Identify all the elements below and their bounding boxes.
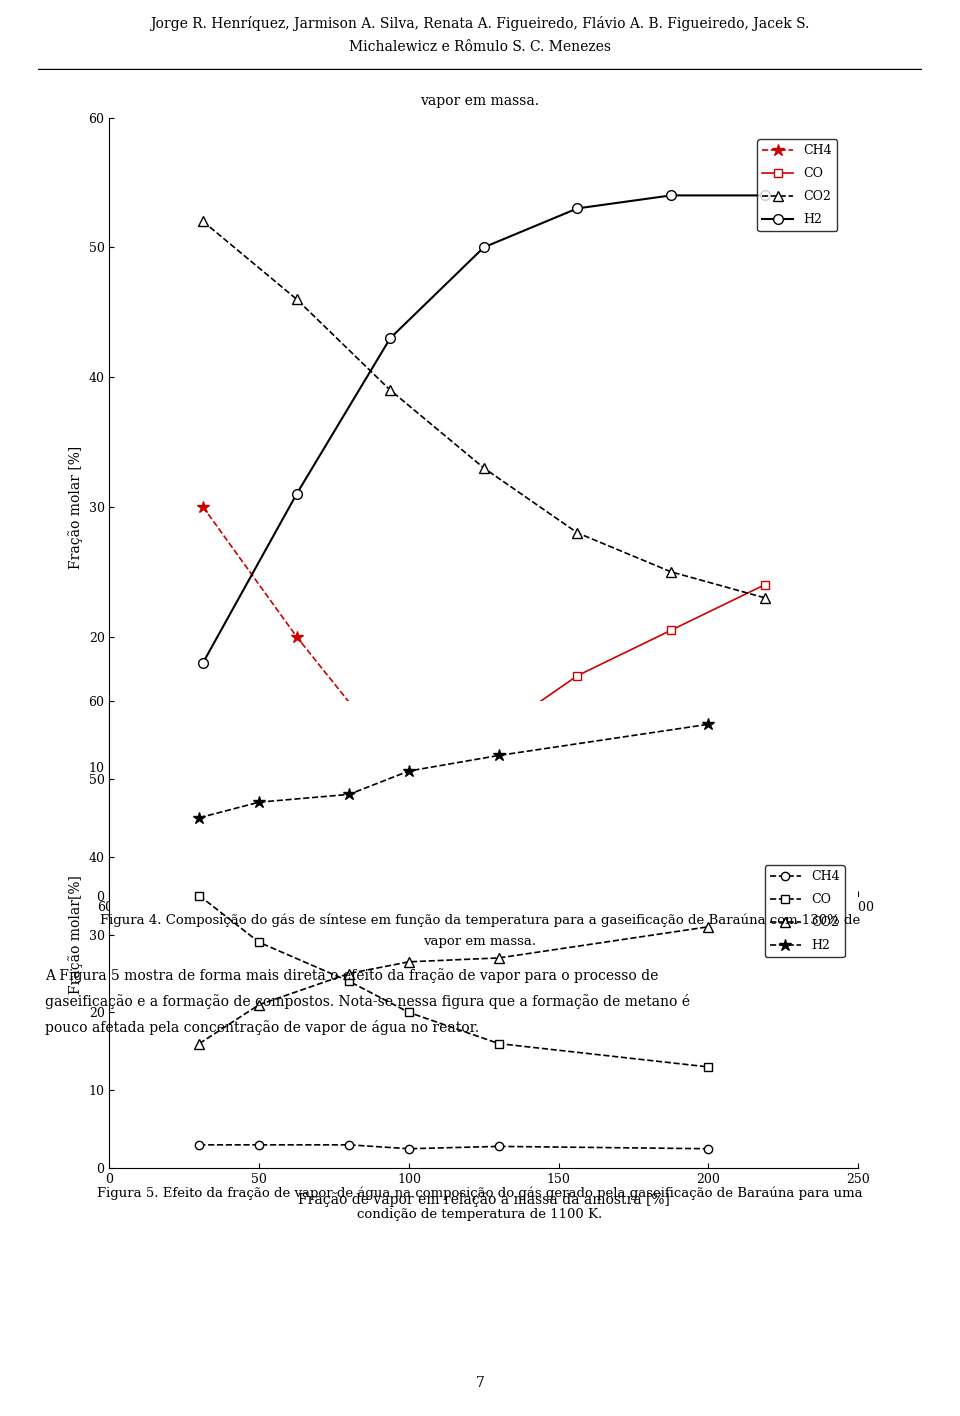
Legend: CH4, CO, CO2, H2: CH4, CO, CO2, H2 <box>764 865 845 957</box>
Y-axis label: Fração molar [%]: Fração molar [%] <box>68 445 83 569</box>
Text: gaseificação e a formação de compostos. Nota-se nessa figura que a formação de m: gaseificação e a formação de compostos. … <box>45 994 690 1010</box>
Legend: CH4, CO, CO2, H2: CH4, CO, CO2, H2 <box>757 139 837 231</box>
Text: pouco afetada pela concentração de vapor de água no reator.: pouco afetada pela concentração de vapor… <box>45 1020 479 1035</box>
Text: 7: 7 <box>475 1376 485 1391</box>
X-axis label: Temperatura [K]: Temperatura [K] <box>425 920 542 933</box>
Text: Michalewicz e Rômulo S. C. Menezes: Michalewicz e Rômulo S. C. Menezes <box>349 40 611 54</box>
Y-axis label: Fração molar[%]: Fração molar[%] <box>68 875 83 994</box>
Text: Jorge R. Henríquez, Jarmison A. Silva, Renata A. Figueiredo, Flávio A. B. Figuei: Jorge R. Henríquez, Jarmison A. Silva, R… <box>151 16 809 31</box>
Text: condição de temperatura de 1100 K.: condição de temperatura de 1100 K. <box>357 1208 603 1221</box>
Text: A Figura 5 mostra de forma mais direta o efeito da fração de vapor para o proces: A Figura 5 mostra de forma mais direta o… <box>45 969 659 984</box>
X-axis label: Fração de vapor em relação à massa da amostra [%]: Fração de vapor em relação à massa da am… <box>298 1192 670 1206</box>
Text: vapor em massa.: vapor em massa. <box>423 935 537 947</box>
Text: Figura 5. Efeito da fração de vapor de água na composição do gás gerado pela gas: Figura 5. Efeito da fração de vapor de á… <box>97 1187 863 1201</box>
Text: Figura 4. Composição do gás de síntese em função da temperatura para a gaseifica: Figura 4. Composição do gás de síntese e… <box>100 913 860 927</box>
Text: vapor em massa.: vapor em massa. <box>420 93 540 108</box>
